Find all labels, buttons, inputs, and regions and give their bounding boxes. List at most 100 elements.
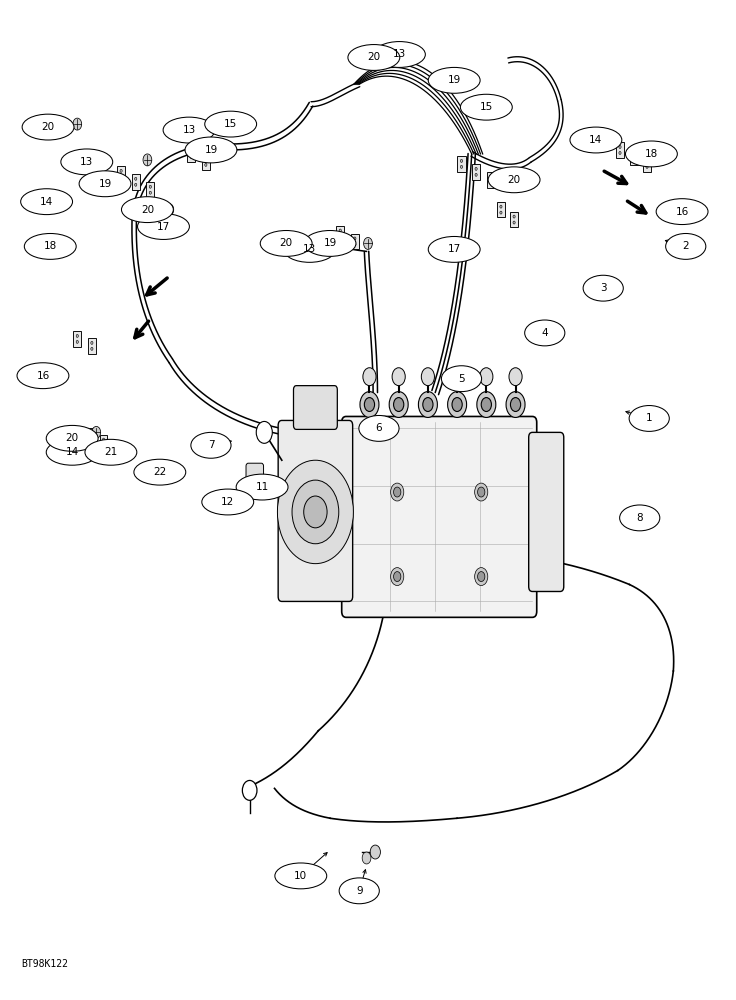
- Circle shape: [480, 368, 493, 386]
- Text: 7: 7: [208, 440, 214, 450]
- Polygon shape: [146, 182, 155, 197]
- Circle shape: [256, 421, 272, 443]
- Ellipse shape: [428, 236, 480, 262]
- Circle shape: [421, 368, 434, 386]
- Circle shape: [88, 431, 90, 434]
- Text: 17: 17: [447, 244, 461, 254]
- Ellipse shape: [205, 111, 257, 137]
- Polygon shape: [336, 226, 344, 241]
- Ellipse shape: [488, 167, 540, 193]
- Circle shape: [91, 347, 93, 350]
- Circle shape: [619, 151, 621, 154]
- Text: 18: 18: [645, 149, 658, 159]
- Circle shape: [391, 483, 404, 501]
- Circle shape: [634, 158, 636, 161]
- Circle shape: [475, 167, 477, 170]
- Text: 2: 2: [682, 241, 689, 251]
- Circle shape: [394, 572, 401, 582]
- Text: 14: 14: [590, 135, 603, 145]
- Circle shape: [190, 149, 192, 152]
- Ellipse shape: [236, 474, 288, 500]
- Ellipse shape: [428, 67, 480, 93]
- Circle shape: [452, 398, 462, 411]
- Circle shape: [477, 392, 496, 417]
- Ellipse shape: [283, 236, 336, 262]
- Polygon shape: [85, 428, 93, 443]
- Circle shape: [370, 845, 381, 859]
- Circle shape: [190, 155, 192, 158]
- Ellipse shape: [17, 363, 69, 389]
- Circle shape: [339, 235, 342, 238]
- Text: 13: 13: [80, 157, 93, 167]
- Circle shape: [120, 169, 122, 172]
- FancyBboxPatch shape: [342, 416, 537, 617]
- Circle shape: [391, 568, 404, 586]
- FancyBboxPatch shape: [278, 420, 353, 601]
- Circle shape: [205, 157, 207, 160]
- Circle shape: [478, 572, 485, 582]
- Polygon shape: [117, 166, 125, 182]
- Text: 19: 19: [323, 238, 336, 248]
- Circle shape: [646, 165, 648, 168]
- Circle shape: [500, 211, 502, 214]
- FancyBboxPatch shape: [528, 432, 564, 591]
- Text: 9: 9: [356, 886, 363, 896]
- Text: 14: 14: [66, 447, 79, 457]
- Ellipse shape: [121, 197, 174, 223]
- Circle shape: [394, 52, 403, 63]
- Text: 11: 11: [255, 482, 269, 492]
- Circle shape: [461, 165, 463, 168]
- Circle shape: [92, 426, 101, 438]
- Text: 18: 18: [43, 241, 57, 251]
- Polygon shape: [132, 174, 140, 190]
- Polygon shape: [350, 234, 359, 249]
- Circle shape: [362, 852, 371, 864]
- Polygon shape: [202, 154, 210, 170]
- Text: 20: 20: [367, 52, 381, 62]
- Text: 19: 19: [99, 179, 112, 189]
- Circle shape: [149, 185, 152, 188]
- Ellipse shape: [46, 439, 98, 465]
- Circle shape: [511, 398, 520, 411]
- Ellipse shape: [629, 406, 669, 431]
- Text: 20: 20: [41, 122, 54, 132]
- Circle shape: [406, 49, 415, 60]
- Text: 13: 13: [303, 244, 316, 254]
- Circle shape: [392, 368, 406, 386]
- Circle shape: [336, 237, 344, 249]
- Ellipse shape: [373, 42, 425, 67]
- Circle shape: [102, 438, 105, 441]
- Circle shape: [481, 398, 492, 411]
- Polygon shape: [187, 146, 195, 162]
- Circle shape: [91, 341, 93, 344]
- Circle shape: [304, 496, 327, 528]
- Ellipse shape: [138, 214, 189, 239]
- Ellipse shape: [261, 231, 312, 256]
- Ellipse shape: [348, 45, 400, 70]
- FancyBboxPatch shape: [294, 386, 337, 429]
- Circle shape: [509, 368, 522, 386]
- Text: 8: 8: [637, 513, 643, 523]
- Circle shape: [135, 177, 137, 180]
- Circle shape: [447, 392, 467, 417]
- Circle shape: [360, 392, 379, 417]
- Ellipse shape: [163, 117, 215, 143]
- Polygon shape: [497, 202, 505, 217]
- Circle shape: [88, 437, 90, 440]
- Text: 16: 16: [676, 207, 689, 217]
- Circle shape: [194, 124, 203, 136]
- Text: 17: 17: [157, 222, 170, 232]
- Circle shape: [489, 175, 492, 178]
- Text: 1: 1: [646, 413, 653, 423]
- Circle shape: [475, 568, 488, 586]
- Ellipse shape: [442, 366, 481, 392]
- Text: 20: 20: [280, 238, 293, 248]
- Circle shape: [117, 452, 119, 454]
- Ellipse shape: [185, 137, 237, 163]
- Circle shape: [526, 176, 534, 188]
- Ellipse shape: [665, 233, 706, 259]
- Text: 19: 19: [447, 75, 461, 85]
- Ellipse shape: [359, 415, 399, 441]
- Ellipse shape: [202, 489, 254, 515]
- Polygon shape: [631, 149, 639, 165]
